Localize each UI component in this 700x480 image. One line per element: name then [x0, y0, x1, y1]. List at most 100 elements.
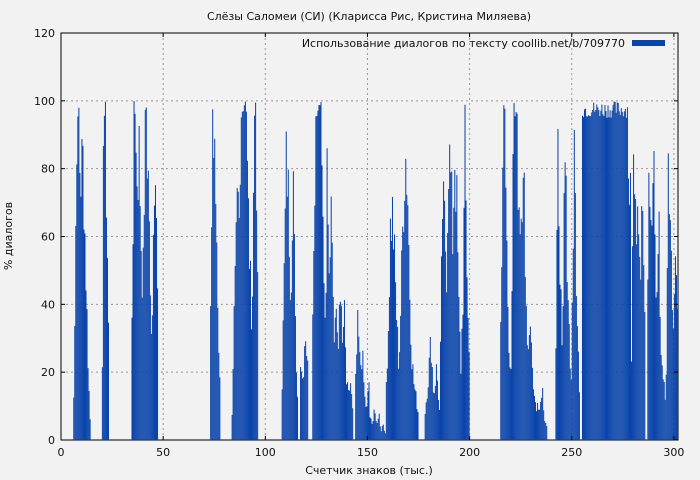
bar — [329, 273, 330, 440]
bar — [671, 251, 672, 440]
bar — [631, 361, 632, 440]
bar — [517, 114, 518, 440]
y-tick-label: 120 — [34, 27, 55, 40]
bar — [504, 109, 505, 440]
bar — [558, 226, 559, 440]
bar — [594, 112, 595, 440]
bar — [347, 382, 348, 440]
bar — [397, 327, 398, 440]
bar — [324, 283, 325, 440]
bar — [569, 324, 570, 440]
bar — [444, 201, 445, 440]
bar — [404, 201, 405, 440]
bar — [287, 197, 288, 440]
bar — [379, 414, 380, 440]
bar — [612, 111, 613, 440]
bar — [439, 410, 440, 440]
bar — [518, 210, 519, 440]
y-axis-label: % диалогов — [2, 202, 15, 270]
bar — [73, 397, 74, 440]
bar — [317, 111, 318, 440]
bar — [304, 346, 305, 440]
bar — [669, 214, 670, 440]
bar — [468, 318, 469, 440]
bar — [638, 234, 639, 440]
bar — [336, 309, 337, 440]
bar — [657, 292, 658, 440]
bar — [629, 205, 630, 440]
bar — [296, 373, 297, 440]
legend: Использование диалогов по тексту coollib… — [302, 37, 665, 50]
bar — [375, 413, 376, 440]
bar — [575, 193, 576, 440]
bar — [628, 178, 629, 440]
bar — [341, 306, 342, 440]
bar — [618, 103, 619, 440]
bar — [537, 403, 538, 440]
bar — [658, 254, 659, 440]
bar — [523, 178, 524, 440]
bar — [674, 294, 675, 440]
bar — [514, 103, 515, 440]
bar — [660, 317, 661, 440]
bar — [254, 116, 255, 440]
bar — [244, 105, 245, 440]
bar — [300, 367, 301, 440]
bar — [215, 204, 216, 440]
bar — [107, 258, 108, 440]
bar — [146, 108, 147, 440]
bar — [292, 240, 293, 440]
bar — [436, 364, 437, 440]
bar — [606, 118, 607, 440]
bar — [356, 354, 357, 440]
bar — [388, 331, 389, 440]
bar — [501, 267, 502, 440]
bar — [637, 206, 638, 440]
bar — [542, 388, 543, 440]
bar — [241, 117, 242, 440]
bar — [653, 151, 654, 440]
bar — [434, 393, 435, 440]
bar — [256, 211, 257, 440]
bar — [142, 298, 143, 440]
bar — [585, 109, 586, 440]
bar — [293, 171, 294, 440]
bar — [577, 326, 578, 440]
bar — [531, 342, 532, 440]
bar — [82, 146, 83, 440]
bar — [555, 348, 556, 440]
bar — [456, 175, 457, 440]
bar — [527, 345, 528, 440]
bar — [591, 112, 592, 440]
bar — [443, 181, 444, 440]
bar — [283, 320, 284, 440]
bar — [610, 110, 611, 440]
bar — [641, 206, 642, 440]
bar — [88, 368, 89, 440]
bar — [325, 318, 326, 440]
bar — [414, 389, 415, 440]
bar — [78, 108, 79, 440]
bar — [81, 139, 82, 440]
bar — [216, 243, 217, 440]
bar — [437, 380, 438, 440]
bar — [460, 374, 461, 440]
bar — [312, 314, 313, 440]
bar — [140, 206, 141, 440]
bar — [462, 315, 463, 440]
bar — [627, 107, 628, 440]
bar — [441, 256, 442, 440]
y-tick-label: 20 — [41, 366, 55, 379]
bar — [389, 297, 390, 440]
bar — [440, 342, 441, 440]
bar — [372, 424, 373, 440]
bar — [663, 379, 664, 440]
bar — [399, 352, 400, 440]
bar — [381, 431, 382, 440]
bar — [393, 249, 394, 440]
bar — [383, 425, 384, 440]
bar — [522, 222, 523, 440]
bar — [608, 105, 609, 440]
bar — [371, 418, 372, 440]
